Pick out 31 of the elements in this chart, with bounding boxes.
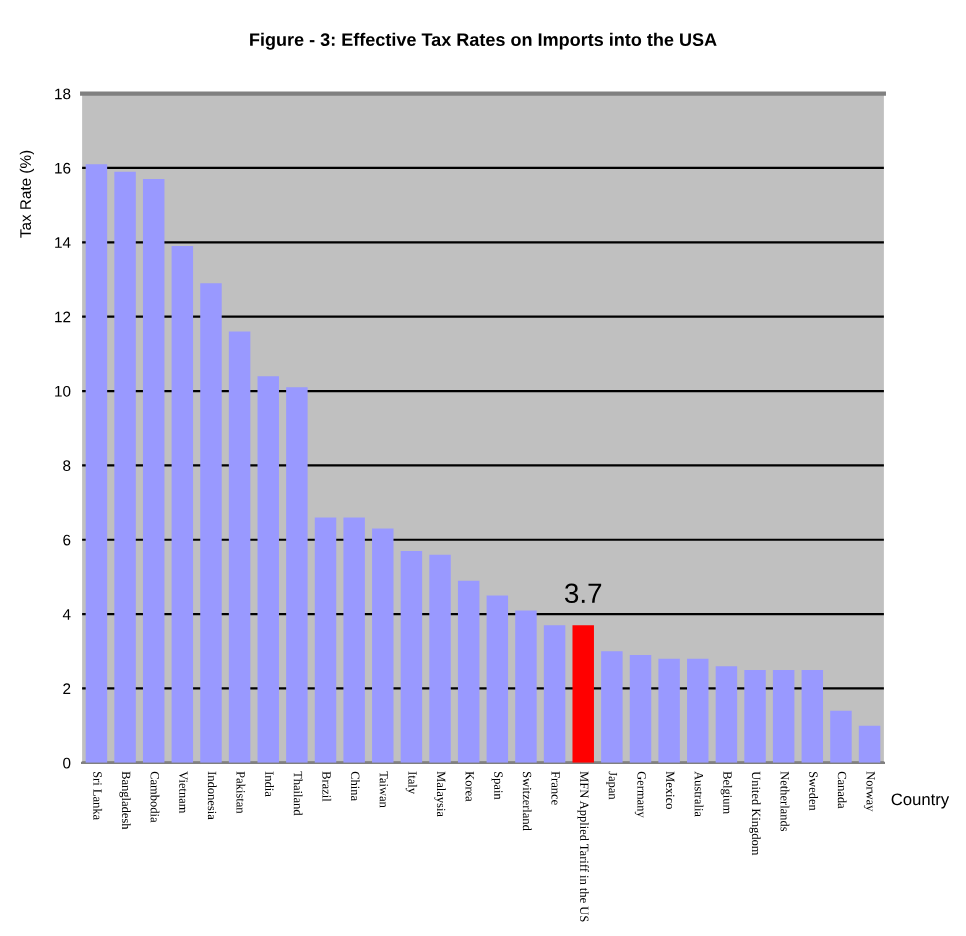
chart-title: Figure - 3: Effective Tax Rates on Imports into the USA	[250, 32, 717, 50]
bar	[286, 387, 308, 763]
bar	[228, 331, 251, 763]
data-label: 3.7	[564, 583, 602, 604]
bar	[858, 725, 881, 763]
bar	[429, 554, 451, 763]
bar	[744, 669, 766, 763]
bar	[314, 517, 337, 763]
bar	[85, 164, 108, 763]
bar	[772, 669, 795, 763]
bar	[486, 595, 509, 763]
bar	[801, 669, 824, 763]
bar	[658, 658, 680, 763]
bar	[200, 283, 222, 763]
bar	[543, 625, 566, 763]
bar	[171, 246, 194, 763]
bar	[715, 666, 738, 763]
bar	[572, 625, 594, 763]
bar	[830, 710, 852, 763]
bar	[629, 655, 652, 763]
bar	[142, 179, 165, 763]
bar	[687, 658, 709, 763]
bar	[601, 651, 623, 763]
bar	[515, 610, 537, 763]
bar	[343, 517, 365, 763]
bar	[114, 171, 136, 763]
bar	[400, 550, 423, 763]
bar	[257, 376, 279, 763]
x-axis-title: Country	[891, 793, 950, 809]
bar	[457, 580, 480, 763]
bar	[372, 528, 394, 763]
